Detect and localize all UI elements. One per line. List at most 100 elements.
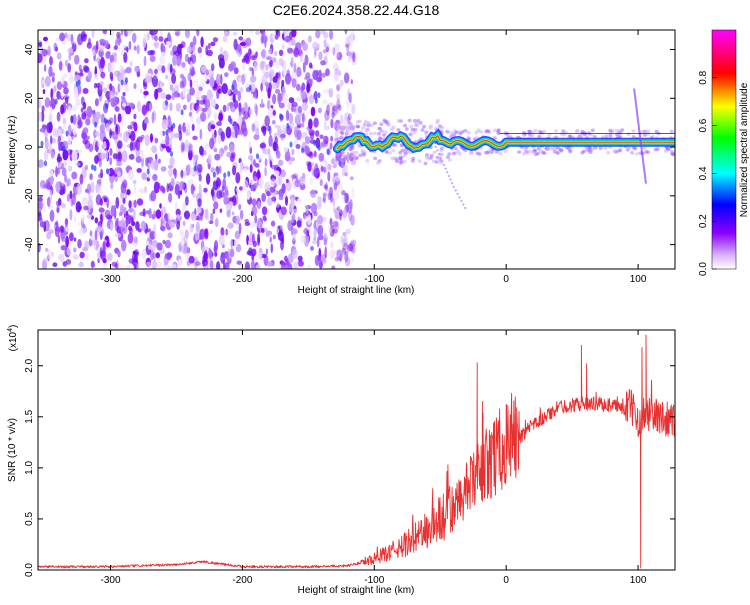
spectrogram-noise-cell — [149, 231, 156, 240]
spectrogram-noise-cell — [76, 149, 83, 154]
spectrogram-noise-cell — [93, 82, 98, 89]
spectrogram-noise-cell — [89, 173, 93, 181]
spectrogram-noise-cell — [46, 122, 53, 134]
spectrogram-noise-cell — [321, 197, 326, 203]
spectrogram-noise-cell — [313, 168, 319, 178]
spectrogram-band-haze — [460, 130, 465, 134]
spectrogram-noise-cell — [56, 91, 61, 100]
spectrogram-noise-cell — [195, 116, 202, 125]
spectrogram-noise-cell — [263, 216, 267, 222]
spectrogram-noise-cell — [72, 114, 77, 125]
spectrogram-noise-cell — [76, 183, 82, 195]
spectrogram-noise-cell — [125, 130, 132, 136]
spectrogram-noise-cell — [192, 135, 198, 141]
spectrogram-noise-cell — [268, 82, 272, 93]
spectrogram-noise-cell — [48, 66, 53, 77]
spectrogram-noise-cell — [208, 249, 213, 260]
spectrogram-noise-cell — [119, 211, 123, 217]
spectrogram-noise-cell — [271, 120, 276, 125]
spectrogram-noise-cell — [43, 150, 49, 161]
spectrogram-noise-cell — [271, 82, 278, 90]
spectrogram-noise-cell — [338, 70, 342, 77]
spectrogram-noise-cell — [48, 113, 53, 125]
spectrogram-noise-cell — [343, 192, 349, 204]
spectrogram-noise-cell — [288, 160, 293, 165]
spectrogram-noise-cell — [186, 88, 190, 94]
spectrogram-noise-cell — [325, 68, 330, 77]
spectrogram-band-haze — [445, 129, 450, 134]
spectrogram-noise-cell — [58, 226, 65, 233]
spectrogram-noise-cell — [173, 132, 180, 139]
spectrogram-noise-cell — [165, 129, 169, 136]
spectrogram-noise-cell — [204, 228, 209, 240]
spectrogram-noise-cell — [253, 61, 258, 72]
spectrogram-band-haze — [489, 150, 494, 154]
spectrogram-noise-cell — [147, 32, 150, 41]
spectrogram-noise-cell — [120, 239, 127, 252]
spectrogram-noise-cell — [122, 143, 126, 151]
spectrogram-noise-cell — [170, 131, 174, 140]
spectrogram-noise-cell — [306, 229, 310, 237]
spectrogram-noise-cell — [48, 229, 54, 235]
spectrogram-noise-cell — [333, 71, 339, 82]
spectrogram-noise-cell — [237, 90, 241, 102]
spectrogram-noise-cell — [244, 222, 251, 226]
spectrogram-noise-cell — [346, 227, 353, 233]
spectrogram-band-haze — [665, 147, 670, 151]
spectrogram-noise-cell — [120, 95, 125, 100]
spectrogram-noise-cell — [230, 239, 233, 249]
spectrogram-noise-cell — [160, 166, 167, 172]
spectrogram-band-haze — [530, 133, 535, 138]
spectrogram-noise-cell — [310, 189, 317, 198]
spectrogram-noise-cell — [217, 135, 221, 144]
spectrogram-noise-cell — [269, 59, 273, 67]
spectrogram-noise-cell — [190, 213, 197, 221]
spectrogram-noise-cell — [38, 111, 43, 123]
spectrogram-noise-cell — [247, 192, 250, 201]
spectrogram-noise-cell — [266, 190, 271, 197]
spectrogram-noise-cell — [69, 73, 74, 85]
spectrogram-noise-cell — [277, 92, 282, 105]
spectrogram-noise-cell — [272, 234, 276, 240]
spectrogram-noise-cell — [253, 182, 258, 189]
spectrogram-band-haze — [486, 129, 491, 133]
spectrogram-noise-cell — [75, 98, 81, 107]
spectrogram-noise-cell — [140, 220, 147, 231]
spectrogram-noise-cell — [307, 264, 311, 269]
spectrogram-noise-cell — [81, 132, 88, 140]
spectrogram-noise-cell — [336, 51, 343, 61]
spectrogram-band-haze — [531, 150, 536, 155]
spectrogram-noise-cell — [294, 114, 301, 126]
spectrogram-noise-cell — [248, 84, 252, 91]
spectrogram-noise-cell — [322, 258, 327, 265]
spectrogram-band-haze — [618, 148, 623, 152]
spectrogram-noise-cell — [323, 56, 328, 66]
spectrogram-noise-cell — [233, 67, 239, 75]
spectrogram-noise-cell — [204, 143, 210, 150]
spectrogram-band-haze — [640, 129, 645, 134]
spectrogram-noise-cell — [102, 87, 108, 93]
spectrogram-noise-cell — [231, 211, 235, 216]
spectrogram-band-haze — [378, 136, 383, 140]
spectrogram-noise-cell — [310, 246, 314, 251]
spectrogram-noise-cell — [144, 134, 150, 147]
spectrogram-noise-cell — [81, 214, 85, 223]
spectrogram-band-haze — [369, 131, 373, 136]
spectrogram-noise-cell — [44, 247, 49, 252]
spectrogram-noise-cell — [115, 196, 120, 209]
spectrogram-noise-cell — [309, 131, 315, 141]
spectrogram-noise-cell — [81, 112, 87, 120]
spectrogram-noise-cell — [154, 43, 159, 49]
spectrogram-noise-cell — [172, 54, 178, 66]
spectrogram-noise-cell — [122, 44, 127, 49]
x-tick-label: 0 — [503, 274, 509, 285]
spectrogram-noise-cell — [117, 171, 121, 177]
spectrogram-noise-cell — [58, 141, 62, 152]
spectrogram-noise-cell — [347, 113, 352, 121]
colorbar-label: Normalized spectral amplitude — [739, 82, 750, 217]
spectrogram-noise-cell — [291, 107, 297, 112]
spectrogram-noise-cell — [205, 112, 209, 121]
spectrogram-noise-cell — [180, 142, 184, 154]
spectrogram-band-haze — [336, 152, 341, 156]
spectrogram-noise-cell — [128, 40, 132, 51]
